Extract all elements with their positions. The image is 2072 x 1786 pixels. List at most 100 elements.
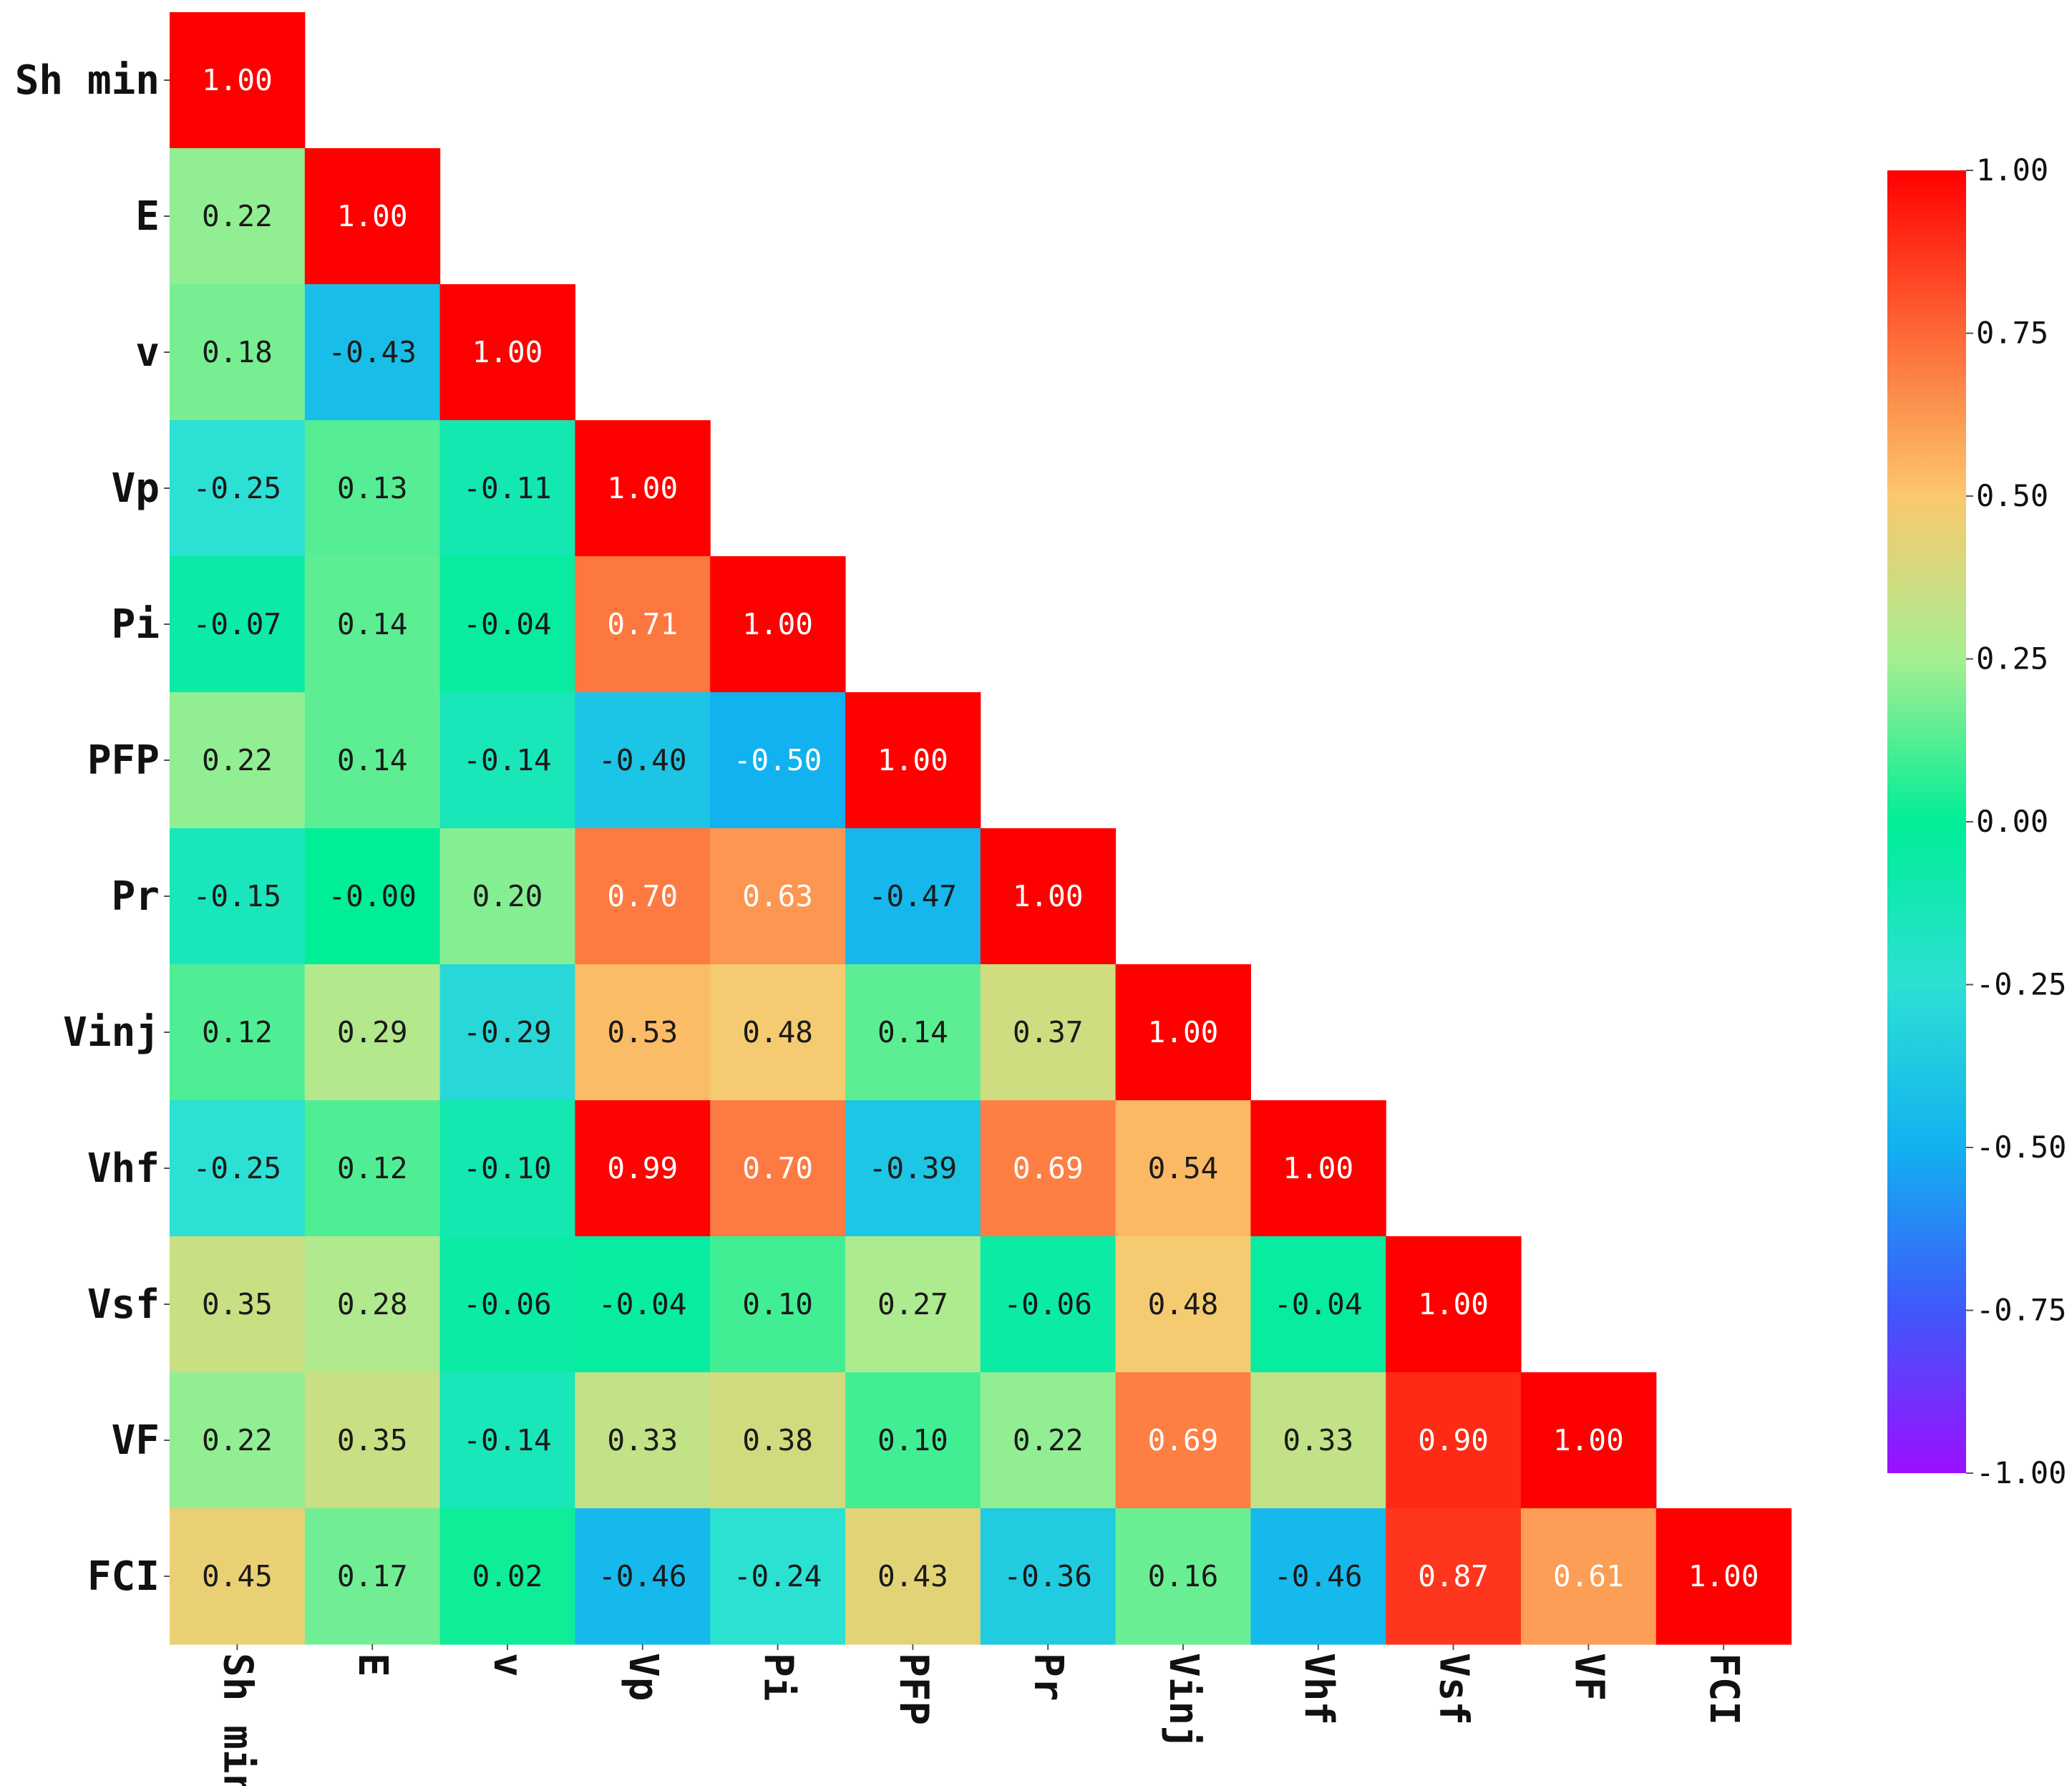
cell-value-label: 0.14 xyxy=(337,743,408,777)
cell-value-label: 0.02 xyxy=(472,1559,543,1593)
heatmap-cell-sh-min-sh-min xyxy=(170,12,306,149)
cell-value-label: 1.00 xyxy=(607,471,678,505)
heatmap-cell-fci-fci xyxy=(1655,1508,1792,1645)
cell-value-label: -0.14 xyxy=(463,1423,551,1457)
cell-value-label: 0.43 xyxy=(877,1559,948,1593)
heatmap-cell-pr-v xyxy=(439,828,575,965)
cell-value-label: -0.11 xyxy=(463,471,551,505)
heatmap-cell-fci-e xyxy=(304,1508,441,1645)
cell-value-label: -0.47 xyxy=(869,879,957,913)
cell-value-label: 0.38 xyxy=(742,1423,813,1457)
heatmap-cell-pr-pi xyxy=(710,828,846,965)
cell-value-label: 0.90 xyxy=(1418,1423,1489,1457)
cell-value-label: 1.00 xyxy=(472,335,543,369)
column-label-fci: FCI xyxy=(1701,1653,1747,1725)
heatmap-cell-vinj-v xyxy=(439,964,575,1101)
heatmap-cell-fci-vsf xyxy=(1386,1508,1522,1645)
heatmap-cell-vhf-e xyxy=(304,1100,441,1237)
column-label-e: E xyxy=(349,1653,396,1677)
heatmap-cell-pr-pfp xyxy=(845,828,981,965)
colorbar-tick-label: 0.00 xyxy=(1976,804,2048,839)
heatmap-cell-v-v xyxy=(439,284,575,421)
heatmap-cell-pfp-pi xyxy=(710,692,846,829)
heatmap-cell-vf-v xyxy=(439,1372,575,1509)
heatmap-cells: 1.00 0.22 1.00 0.18 -0.43 1.00 -0.25 0.13 -0.11 1… xyxy=(170,12,1792,1645)
row-label-sh-min: Sh min xyxy=(15,57,160,104)
cell-value-label: 0.20 xyxy=(472,879,543,913)
heatmap-cell-vinj-vp xyxy=(575,964,711,1101)
colorbar-tick-label: 0.75 xyxy=(1976,316,2048,351)
row-label-vp: Vp xyxy=(112,465,160,512)
heatmap-cell-vhf-vinj xyxy=(1115,1100,1251,1237)
column-label-pi: Pi xyxy=(755,1653,802,1701)
cell-value-label: -0.06 xyxy=(463,1287,551,1321)
cell-value-label: 0.12 xyxy=(337,1151,408,1185)
cell-value-label: -0.50 xyxy=(734,743,822,777)
heatmap-cell-vp-v xyxy=(439,420,575,557)
column-label-vsf: Vsf xyxy=(1431,1653,1477,1725)
column-label-v: v xyxy=(485,1653,531,1677)
cell-value-label: 0.10 xyxy=(742,1287,813,1321)
cell-value-label: 1.00 xyxy=(202,63,273,97)
heatmap-cell-vsf-vhf xyxy=(1250,1236,1386,1373)
cell-value-label: 0.17 xyxy=(337,1559,408,1593)
column-label-pfp: PFP xyxy=(890,1653,936,1725)
row-label-v: v xyxy=(135,329,160,376)
heatmap-cell-vf-vf xyxy=(1521,1372,1657,1509)
row-label-vhf: Vhf xyxy=(87,1145,160,1192)
heatmap-cell-fci-vinj xyxy=(1115,1508,1251,1645)
cell-value-label: -0.29 xyxy=(463,1015,551,1049)
cell-value-label: 0.10 xyxy=(877,1423,948,1457)
cell-value-label: 0.35 xyxy=(202,1287,273,1321)
colorbar-tick-label: 0.25 xyxy=(1976,641,2048,676)
heatmap-cell-vp-sh-min xyxy=(170,420,306,557)
cell-value-label: 0.87 xyxy=(1418,1559,1489,1593)
heatmap-cell-fci-pfp xyxy=(845,1508,981,1645)
colorbar-tick-label: -0.50 xyxy=(1976,1130,2066,1165)
cell-value-label: 0.61 xyxy=(1553,1559,1624,1593)
heatmap-cell-v-e xyxy=(304,284,441,421)
cell-value-label: -0.06 xyxy=(1003,1287,1091,1321)
heatmap-cell-pi-e xyxy=(304,556,441,693)
heatmap-cell-e-e xyxy=(304,148,441,285)
heatmap-cell-vf-e xyxy=(304,1372,441,1509)
heatmap-cell-e-sh-min xyxy=(170,148,306,285)
cell-value-label: 0.16 xyxy=(1148,1559,1219,1593)
cell-value-label: -0.25 xyxy=(193,1151,281,1185)
column-label-vinj: Vinj xyxy=(1160,1653,1207,1749)
heatmap-cell-vinj-pfp xyxy=(845,964,981,1101)
heatmap-cell-pfp-v xyxy=(439,692,575,829)
cell-value-label: -0.07 xyxy=(193,607,281,641)
cell-value-label: -0.00 xyxy=(328,879,416,913)
heatmap-cell-pfp-e xyxy=(304,692,441,829)
cell-value-label: 1.00 xyxy=(1688,1559,1759,1593)
heatmap-cell-pr-sh-min xyxy=(170,828,306,965)
cell-value-label: 0.14 xyxy=(337,607,408,641)
row-label-fci: FCI xyxy=(87,1553,160,1600)
heatmap-cell-vsf-v xyxy=(439,1236,575,1373)
row-label-e: E xyxy=(135,193,160,240)
cell-value-label: 0.45 xyxy=(202,1559,273,1593)
cell-value-label: -0.40 xyxy=(598,743,686,777)
heatmap-cell-vf-pr xyxy=(980,1372,1117,1509)
row-label-vsf: Vsf xyxy=(87,1281,160,1328)
heatmap-cell-vsf-vsf xyxy=(1386,1236,1522,1373)
heatmap-cell-pfp-pfp xyxy=(845,692,981,829)
heatmap-cell-vhf-vp xyxy=(575,1100,711,1237)
cell-value-label: 0.27 xyxy=(877,1287,948,1321)
cell-value-label: -0.04 xyxy=(463,607,551,641)
heatmap-cell-vf-sh-min xyxy=(170,1372,306,1509)
cell-value-label: 0.33 xyxy=(607,1423,678,1457)
heatmap-cell-fci-pi xyxy=(710,1508,846,1645)
cell-value-label: 0.37 xyxy=(1013,1015,1084,1049)
cell-value-label: 0.13 xyxy=(337,471,408,505)
column-label-vhf: Vhf xyxy=(1295,1653,1342,1725)
cell-value-label: -0.24 xyxy=(734,1559,822,1593)
cell-value-label: 0.22 xyxy=(202,199,273,233)
heatmap-cell-vf-vinj xyxy=(1115,1372,1251,1509)
heatmap-cell-fci-pr xyxy=(980,1508,1117,1645)
colorbar-tick-label: -1.00 xyxy=(1976,1455,2066,1490)
cell-value-label: 0.33 xyxy=(1283,1423,1353,1457)
heatmap-cell-vsf-vinj xyxy=(1115,1236,1251,1373)
